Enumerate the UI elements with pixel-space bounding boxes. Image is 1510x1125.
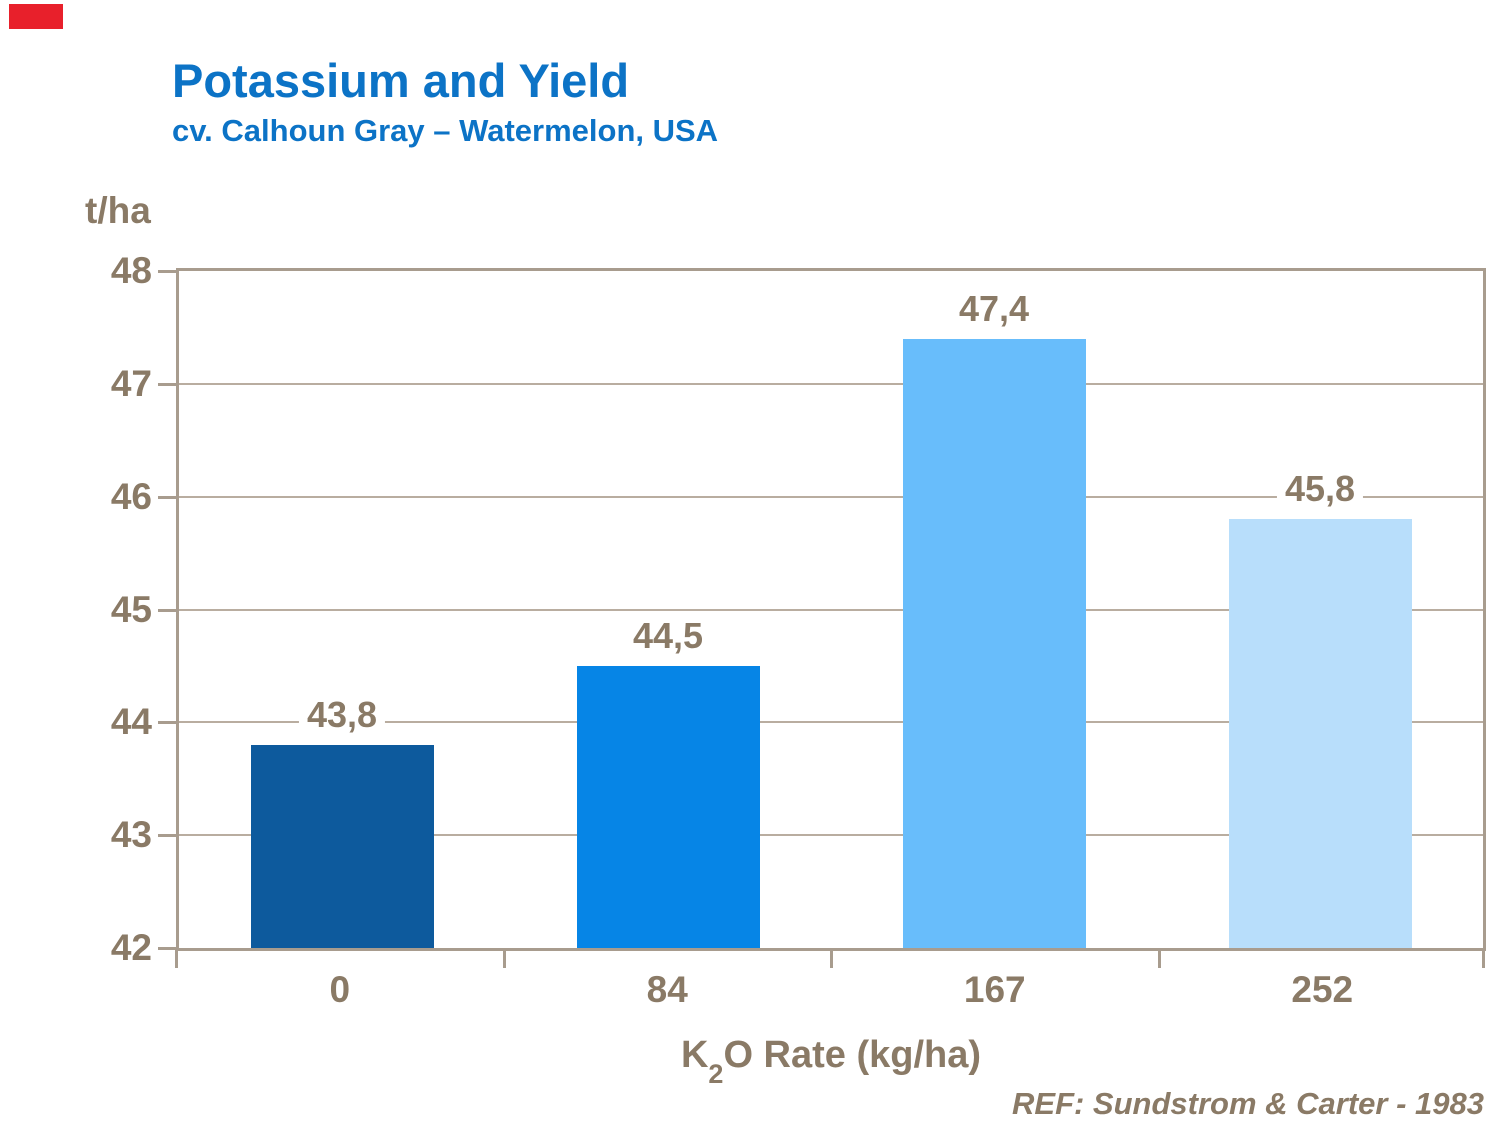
y-tick-label-44: 44 [110, 701, 152, 743]
bar-value-label-167: 47,4 [950, 286, 1038, 331]
x-axis-title-rest: O Rate (kg/ha) [723, 1034, 982, 1076]
chart-subtitle: cv. Calhoun Gray – Watermelon, USA [172, 113, 719, 148]
bar-0 [250, 744, 434, 948]
y-tick-label-48: 48 [110, 250, 152, 291]
gridline-46 [179, 495, 1483, 498]
y-tick-label-45: 45 [110, 588, 152, 630]
plot-area: 43,8 44,5 47,4 45,8 [176, 268, 1486, 951]
y-axis-unit-label: t/ha [85, 190, 151, 231]
x-tick-mark-3 [1157, 949, 1161, 968]
x-tick-mark-1 [502, 949, 506, 968]
x-axis-title-subscript: 2 [708, 1058, 724, 1089]
reference-note: REF: Sundstrom & Carter - 1983 [1012, 1086, 1484, 1121]
bar-value-label-0: 43,8 [298, 692, 386, 737]
x-tick-mark-0 [175, 949, 178, 968]
x-tick-mark-4 [1482, 949, 1485, 968]
y-tick-mark-47 [158, 382, 176, 386]
y-tick-label-42: 42 [110, 927, 152, 968]
chart-title: Potassium and Yield [172, 54, 630, 107]
x-axis-title: K2O Rate (kg/ha) [176, 1032, 1486, 1087]
x-category-label-252: 252 [1291, 969, 1354, 1010]
gridline-44 [179, 721, 1483, 724]
x-category-label-0: 0 [329, 969, 351, 1010]
y-tick-mark-43 [158, 834, 176, 838]
bar-167 [902, 338, 1086, 948]
logo-red-block [9, 4, 63, 29]
bar-84 [576, 665, 760, 948]
gridline-45 [179, 608, 1483, 611]
y-tick-mark-42 [158, 947, 176, 950]
bar-value-label-84: 44,5 [624, 613, 712, 658]
gridline-47 [179, 382, 1483, 385]
y-tick-label-43: 43 [110, 814, 152, 856]
y-tick-label-46: 46 [110, 475, 152, 517]
y-tick-mark-45 [158, 608, 176, 612]
x-category-label-167: 167 [963, 969, 1026, 1010]
gridline-43 [179, 834, 1483, 837]
x-axis-title-base: K [680, 1034, 709, 1076]
y-tick-mark-44 [158, 721, 176, 725]
bar-252 [1228, 519, 1412, 948]
x-category-label-84: 84 [646, 969, 688, 1010]
y-tick-mark-46 [158, 495, 176, 499]
bar-value-label-252: 45,8 [1276, 467, 1364, 512]
x-tick-mark-2 [830, 949, 833, 968]
y-tick-mark-48 [158, 270, 176, 273]
y-tick-label-47: 47 [110, 362, 152, 404]
